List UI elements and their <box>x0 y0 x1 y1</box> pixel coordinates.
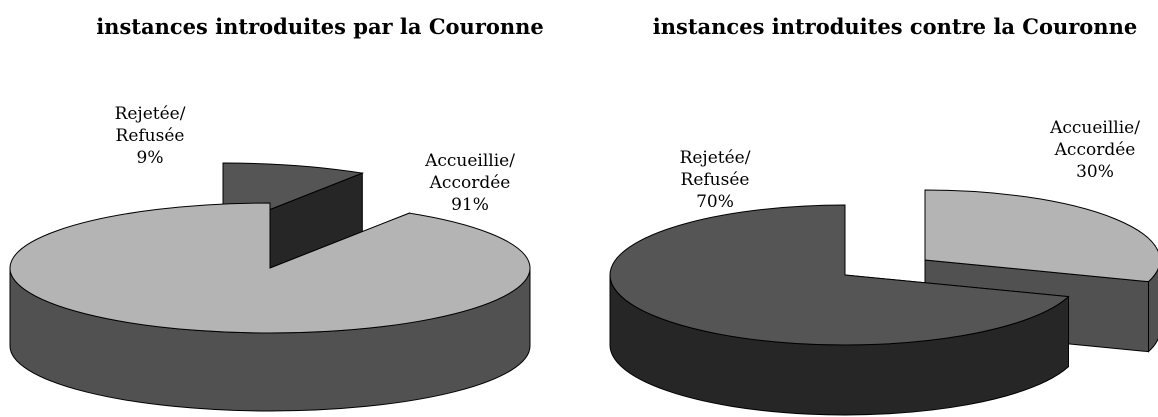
slice-value-label: 9% <box>136 148 164 168</box>
slice-label: Accueillie/ Accordée <box>425 151 515 193</box>
chart-title: instances introduites par la Couronne <box>96 14 544 39</box>
slice-top <box>609 204 1070 346</box>
slice-top <box>924 189 1158 283</box>
chart-title: instances introduites contre la Couronne <box>652 14 1138 39</box>
pie-slice <box>9 202 531 412</box>
slice-side <box>1148 267 1158 353</box>
slice-value-label: 30% <box>1076 162 1114 182</box>
slice-label: Rejetée/ Refusée <box>114 104 186 146</box>
slice-label: Accueillie/ Accordée <box>1050 118 1140 160</box>
slice-value-label: 70% <box>696 192 734 212</box>
slice-value-label: 91% <box>451 195 489 215</box>
slice-label: Rejetée/ Refusée <box>679 148 751 190</box>
slice-top <box>9 202 531 334</box>
pie-slice <box>609 204 1070 416</box>
